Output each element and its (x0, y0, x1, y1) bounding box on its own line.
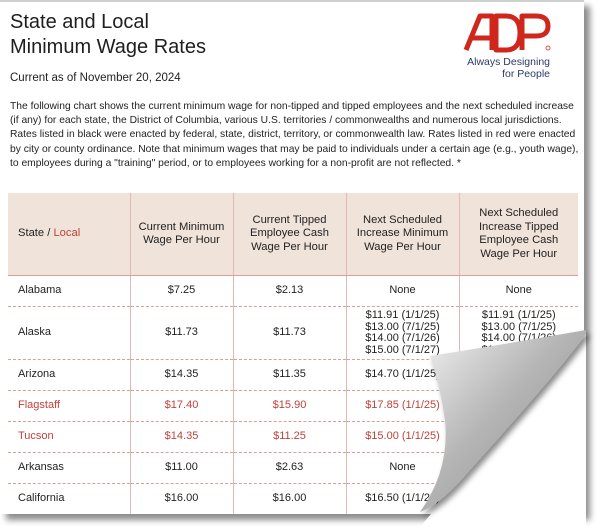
header-state-local: State / Local (8, 193, 131, 276)
document-page: State and Local Minimum Wage Rates Curre… (0, 0, 584, 514)
current-tipped: $11.35 (233, 359, 347, 391)
next-min: $16.50 (1/1/25) (346, 483, 460, 514)
adp-logo (462, 10, 562, 85)
next-tipped: $11.91 (1/1/25) $13.00 (7/1/25) $14.00 (… (459, 306, 578, 360)
current-min: $14.35 (130, 421, 234, 453)
next-min: None (346, 452, 460, 484)
table-row: Arkansas $11.00 $2.63 None (8, 452, 578, 484)
next-tipped (459, 483, 578, 514)
table-row-local: Tucson $14.35 $11.25 $15.00 (1/1/25) (8, 421, 578, 453)
title-line-2: Minimum Wage Rates (10, 36, 206, 58)
header-state-label: State / (18, 227, 54, 240)
next-tipped (459, 390, 578, 422)
state-name: California (8, 483, 131, 514)
next-min: $17.85 (1/1/25) (346, 390, 460, 422)
header-current-min: Current Minimum Wage Per Hour (130, 193, 234, 276)
tagline-line-2: for People (502, 68, 550, 80)
state-name: Arkansas (8, 452, 131, 484)
next-min: $11.91 (1/1/25) $13.00 (7/1/25) $14.00 (… (346, 306, 460, 360)
table-row: California $16.00 $16.00 $16.50 (1/1/25) (8, 483, 578, 514)
current-min: $16.00 (130, 483, 234, 514)
current-tipped: $2.13 (233, 275, 347, 307)
current-min: $7.25 (130, 275, 234, 307)
table-row-local: Flagstaff $17.40 $15.90 $17.85 (1/1/25) (8, 390, 578, 422)
page-title: State and Local Minimum Wage Rates (10, 10, 206, 60)
as-of-date: Current as of November 20, 2024 (10, 72, 181, 84)
header-next-tipped: Next Scheduled Increase Tipped Employee … (459, 193, 578, 276)
title-line-1: State and Local (10, 11, 149, 33)
current-tipped: $16.00 (233, 483, 347, 514)
state-name: Alaska (8, 306, 131, 360)
local-name: Flagstaff (8, 390, 131, 422)
current-min: $14.35 (130, 359, 234, 391)
tagline-line-1: Always Designing (467, 56, 550, 68)
current-min: $17.40 (130, 390, 234, 422)
next-min: $15.00 (1/1/25) (346, 421, 460, 453)
local-name: Tucson (8, 421, 131, 453)
adp-logo-icon (463, 13, 551, 53)
minimum-wage-table: State / Local Current Minimum Wage Per H… (8, 193, 578, 514)
header-current-tipped: Current Tipped Employee Cash Wage Per Ho… (233, 193, 347, 276)
table-row: Arizona $14.35 $11.35 $14.70 (1/1/25) (8, 359, 578, 391)
next-min: None (346, 275, 460, 307)
next-tipped (459, 421, 578, 453)
current-tipped: $2.63 (233, 452, 347, 484)
state-name: Arizona (8, 359, 131, 391)
next-tipped (459, 359, 578, 391)
header-local-label: Local (53, 227, 81, 240)
table-row: Alabama $7.25 $2.13 None None (8, 275, 578, 307)
header-next-min: Next Scheduled Increase Minimum Wage Per… (346, 193, 460, 276)
current-min: $11.73 (130, 306, 234, 360)
current-tipped: $11.25 (233, 421, 347, 453)
current-tipped: $11.73 (233, 306, 347, 360)
table-header-row: State / Local Current Minimum Wage Per H… (8, 193, 578, 276)
state-name: Alabama (8, 275, 131, 307)
adp-tagline: Always Designing for People (450, 56, 550, 80)
intro-paragraph: The following chart shows the current mi… (10, 101, 579, 169)
table-row: Alaska $11.73 $11.73 $11.91 (1/1/25) $13… (8, 306, 578, 360)
next-tipped (459, 452, 578, 484)
next-tipped: None (459, 275, 578, 307)
next-min: $14.70 (1/1/25) (346, 359, 460, 391)
current-min: $11.00 (130, 452, 234, 484)
current-tipped: $15.90 (233, 390, 347, 422)
